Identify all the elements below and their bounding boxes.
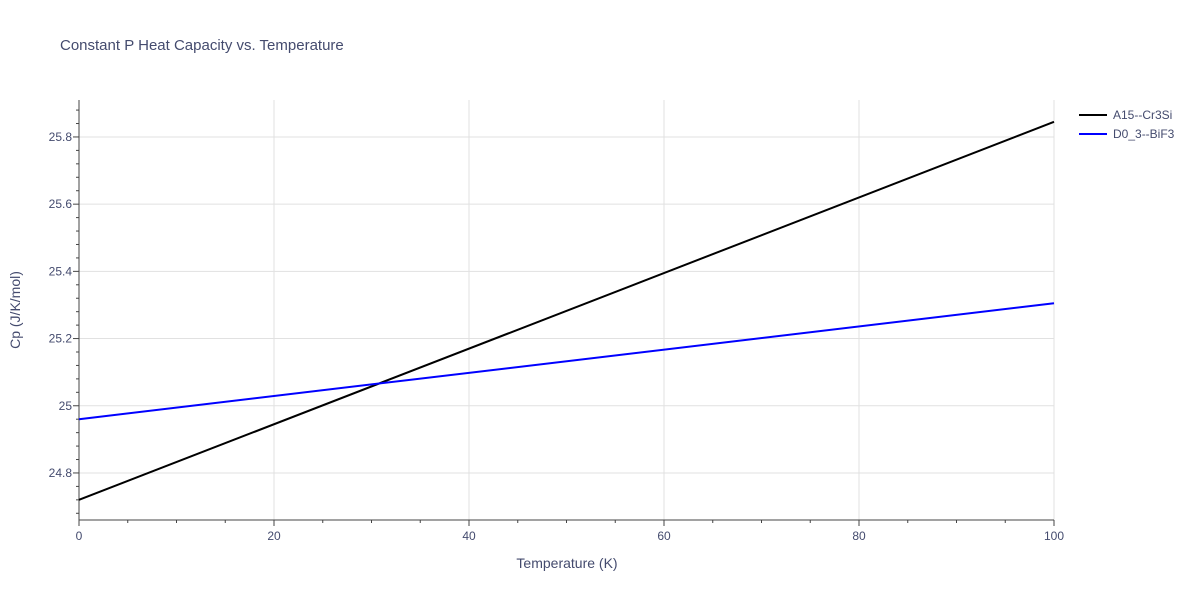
y-tick-label: 25.6 <box>49 197 73 211</box>
legend-label-1: D0_3--BiF3 <box>1113 127 1175 141</box>
x-tick-label: 20 <box>267 529 281 543</box>
y-tick-label: 25 <box>59 399 73 413</box>
y-axis-title: Cp (J/K/mol) <box>7 271 23 349</box>
legend: A15--Cr3Si D0_3--BiF3 <box>1079 108 1175 141</box>
y-tick-label: 25.8 <box>49 130 73 144</box>
x-tick-label: 60 <box>657 529 671 543</box>
legend-label-0: A15--Cr3Si <box>1113 108 1172 122</box>
series-line-0 <box>78 120 1055 501</box>
chart-title: Constant P Heat Capacity vs. Temperature <box>60 37 344 54</box>
axes: 0 20 40 60 80 100 24.8 25 25.2 25.4 25.6 25.8 <box>49 100 1064 543</box>
y-tick-label: 25.4 <box>49 264 73 278</box>
x-tick-label: 80 <box>852 529 866 543</box>
series-line-1 <box>78 302 1055 421</box>
series <box>78 120 1055 501</box>
grid <box>79 100 1055 520</box>
y-tick-label: 25.2 <box>49 332 73 346</box>
x-axis-title: Temperature (K) <box>516 555 617 571</box>
x-tick-label: 40 <box>462 529 476 543</box>
x-tick-label: 100 <box>1044 529 1064 543</box>
x-tick-label: 0 <box>76 529 83 543</box>
y-tick-label: 24.8 <box>49 466 73 480</box>
